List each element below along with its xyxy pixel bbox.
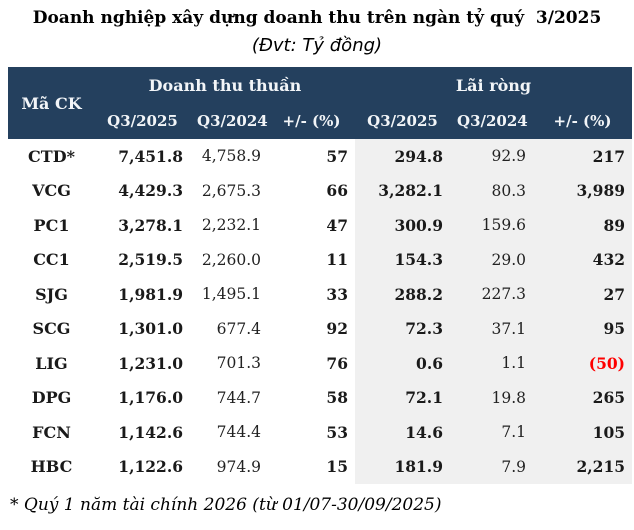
profit-2025-cell: 288.2 [355,277,450,312]
rev-2024-cell: 4,758.9 [201,147,261,166]
profit-change-cell: 27 [533,277,633,312]
profit-2024-cell: 29.0 [450,242,533,277]
page-title: Doanh nghiệp xây dựng doanh thu trên ngà… [32,8,602,28]
rev-2024-cell: 701.3 [216,354,261,373]
rev-2025-cell: 2,519.5 [118,250,183,270]
ticker-cell: FCN [32,422,71,442]
profit-2025-cell: 72.3 [355,311,450,346]
ticker-cell: SCG [32,319,71,339]
rev-2024-cell: 677.4 [216,319,261,338]
rev-2024-cell: 2,675.3 [201,181,261,200]
group-header-net-profit: Lãi ròng [355,67,633,103]
table-row-sjg: SJG 1,981.9 1,495.1 33 288.2 227.3 27 [8,277,633,312]
profit-change-cell: 2,215 [533,449,633,484]
profit-2025-cell: 294.8 [355,139,450,174]
profit-2024-cell: 19.8 [450,380,533,415]
profit-2025-cell: 0.6 [355,346,450,381]
column-header-ticker: Mã CK [8,67,95,139]
rev-change-cell: 53 [326,422,348,442]
rev-change-cell: 15 [326,457,348,477]
rev-2024-cell: 974.9 [216,457,261,476]
column-header-profit-change: +/- (%) [533,103,633,139]
rev-2025-cell: 1,142.6 [118,422,183,442]
rev-change-cell: 57 [326,146,348,166]
profit-change-cell: 89 [533,208,633,243]
profit-2025-cell: 3,282.1 [355,173,450,208]
profit-change-cell: 105 [533,415,633,450]
ticker-cell: HBC [30,457,73,477]
ticker-cell: PC1 [33,215,70,235]
group-header-row: Mã CK Doanh thu thuần Lãi ròng [8,67,633,139]
profit-2024-cell: 7.9 [450,449,533,484]
table-header: Mã CK Doanh thu thuần Lãi ròng Q3/2025 Q… [8,67,633,139]
rev-change-cell: 92 [326,319,348,339]
table-row-cc1: CC1 2,519.5 2,260.0 11 154.3 29.0 432 [8,242,633,277]
column-header-rev-change: +/- (%) [268,103,355,139]
rev-2024-cell: 1,495.1 [201,285,261,304]
revenue-table: Mã CK Doanh thu thuần Lãi ròng Q3/2025 Q… [8,67,633,484]
rev-change-cell: 58 [326,388,348,408]
rev-2024-cell: 744.4 [216,423,261,442]
profit-change-cell: 3,989 [533,173,633,208]
profit-2024-cell: 37.1 [450,311,533,346]
rev-2025-cell: 1,981.9 [118,284,183,304]
ticker-cell: CC1 [33,250,70,270]
table-row-scg: SCG 1,301.0 677.4 92 72.3 37.1 95 [8,311,633,346]
profit-2024-cell: 159.6 [450,208,533,243]
ticker-cell: DPG [31,388,72,408]
table-row-ctd: CTD* 7,451.8 4,758.9 57 294.8 92.9 217 [8,139,633,174]
rev-change-cell: 66 [326,181,348,201]
table-row-pc1: PC1 3,278.1 2,232.1 47 300.9 159.6 89 [8,208,633,243]
footnote: * Quý 1 năm tài chính 2026 (từ 01/07-30/… [10,495,442,515]
profit-2025-cell: 14.6 [355,415,450,450]
table-row-fcn: FCN 1,142.6 744.4 53 14.6 7.1 105 [8,415,633,450]
rev-change-cell: 47 [326,215,348,235]
table-row-lig: LIG 1,231.0 701.3 76 0.6 1.1 (50) [8,346,633,381]
column-header-profit-q3-2025: Q3/2025 [355,103,450,139]
table-row-hbc: HBC 1,122.6 974.9 15 181.9 7.9 2,215 [8,449,633,484]
rev-2025-cell: 1,122.6 [118,457,183,477]
sub-header-row: Q3/2025 Q3/2024 +/- (%) Q3/2025 Q3/2024 … [8,103,633,139]
rev-2025-cell: 3,278.1 [118,215,183,235]
column-header-rev-q3-2025: Q3/2025 [95,103,190,139]
ticker-cell: LIG [35,353,68,373]
profit-2025-cell: 72.1 [355,380,450,415]
profit-2024-cell: 92.9 [450,139,533,174]
table-body: CTD* 7,451.8 4,758.9 57 294.8 92.9 217 V… [8,139,633,484]
rev-change-cell: 11 [326,250,348,270]
profit-2024-cell: 227.3 [450,277,533,312]
profit-2025-cell: 181.9 [355,449,450,484]
profit-change-cell-negative: (50) [533,346,633,381]
profit-change-cell: 265 [533,380,633,415]
ticker-cell: SJG [35,284,68,304]
rev-2025-cell: 4,429.3 [118,181,183,201]
profit-2024-cell: 1.1 [450,346,533,381]
rev-2025-cell: 1,231.0 [118,353,183,373]
profit-2025-cell: 300.9 [355,208,450,243]
profit-2025-cell: 154.3 [355,242,450,277]
table-row-dpg: DPG 1,176.0 744.7 58 72.1 19.8 265 [8,380,633,415]
ticker-cell: VCG [32,181,71,201]
rev-2024-cell: 2,232.1 [201,216,261,235]
profit-change-cell: 95 [533,311,633,346]
unit-subtitle: (Đvt: Tỷ đồng) [251,35,383,56]
rev-change-cell: 76 [326,353,348,373]
rev-2024-cell: 2,260.0 [201,250,261,269]
rev-2025-cell: 1,176.0 [118,388,183,408]
table-row-vcg: VCG 4,429.3 2,675.3 66 3,282.1 80.3 3,98… [8,173,633,208]
rev-2024-cell: 744.7 [216,388,261,407]
profit-2024-cell: 80.3 [450,173,533,208]
profit-2024-cell: 7.1 [450,415,533,450]
column-header-rev-q3-2024: Q3/2024 [190,103,268,139]
profit-change-cell: 217 [533,139,633,174]
ticker-cell: CTD* [28,146,75,166]
group-header-net-revenue: Doanh thu thuần [95,67,355,103]
rev-2025-cell: 1,301.0 [118,319,183,339]
column-header-profit-q3-2024: Q3/2024 [450,103,533,139]
rev-2025-cell: 7,451.8 [118,146,183,166]
rev-change-cell: 33 [326,284,348,304]
profit-change-cell: 432 [533,242,633,277]
